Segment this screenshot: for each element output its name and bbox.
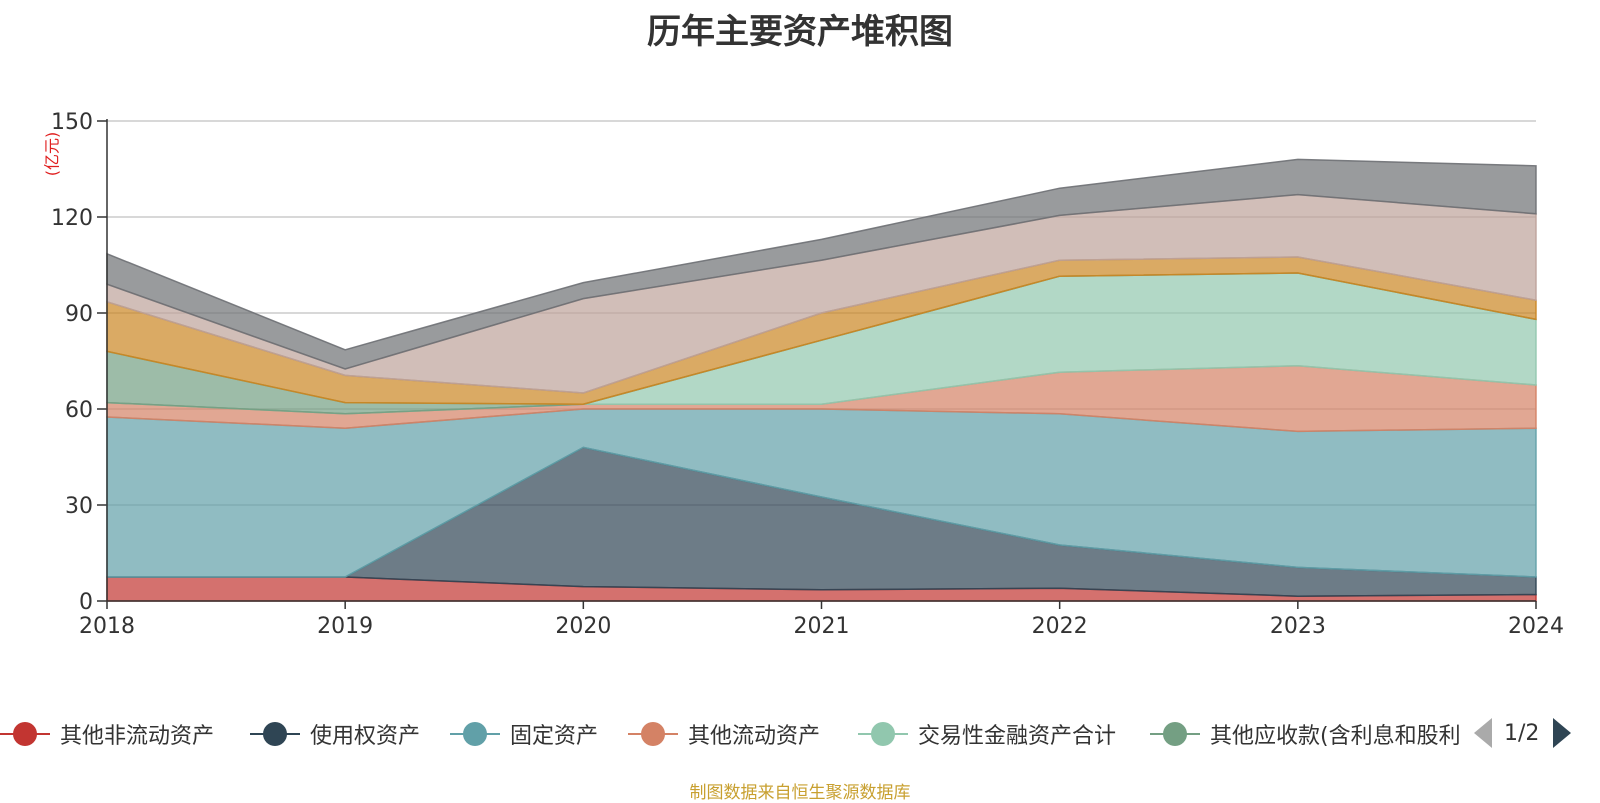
legend-circle-icon <box>628 716 678 752</box>
legend-circle-icon <box>858 716 908 752</box>
y-tick-label-150: 150 <box>51 110 93 135</box>
legend-item[interactable]: 交易性金融资产合计 <box>858 716 1116 752</box>
y-tick-label-0: 0 <box>79 590 93 615</box>
y-tick-label-90: 90 <box>65 302 93 327</box>
legend-item[interactable]: 其他非流动资产 <box>0 716 214 752</box>
legend-label: 交易性金融资产合计 <box>918 724 1117 749</box>
legend-next-arrow-icon[interactable] <box>1553 718 1572 748</box>
legend-item[interactable]: 固定资产 <box>450 716 598 752</box>
y-tick-label-120: 120 <box>51 206 93 231</box>
legend: 其他非流动资产 使用权资产 固定资产 其他流动资产 交易性金融资产合计 其他应收款(含利息… <box>0 716 1600 756</box>
legend-page-indicator: 1/2 <box>1504 720 1540 746</box>
y-axis-unit: (亿元) <box>42 131 62 177</box>
legend-circle-icon <box>450 716 500 752</box>
x-tick-label-2022: 2022 <box>1032 614 1088 639</box>
legend-label: 其他应收款(含利息和股利 <box>1210 724 1461 749</box>
x-tick-label-2021: 2021 <box>794 614 850 639</box>
x-tick-label-2019: 2019 <box>317 614 373 639</box>
y-tick-label-30: 30 <box>65 494 93 519</box>
y-tick-label-60: 60 <box>65 398 93 423</box>
legend-prev-arrow-icon[interactable] <box>1474 718 1492 748</box>
legend-pager: 1/2 <box>1474 718 1572 748</box>
legend-circle-icon <box>1150 716 1200 752</box>
legend-circle-icon <box>0 716 50 752</box>
legend-item[interactable]: 其他流动资产 <box>628 716 820 752</box>
x-tick-label-2018: 2018 <box>79 614 135 639</box>
legend-label: 其他流动资产 <box>688 724 821 749</box>
legend-circle-icon <box>250 716 300 752</box>
x-tick-label-2023: 2023 <box>1270 614 1326 639</box>
legend-item[interactable]: 其他应收款(含利息和股利 <box>1150 716 1461 752</box>
area-series-9 <box>106 158 1537 370</box>
x-tick-label-2024: 2024 <box>1508 614 1564 639</box>
legend-label: 其他非流动资产 <box>60 724 215 749</box>
legend-label: 使用权资产 <box>310 724 421 749</box>
data-source-footer: 制图数据来自恒生聚源数据库 <box>689 783 911 803</box>
x-tick-label-2020: 2020 <box>555 614 611 639</box>
legend-item[interactable]: 使用权资产 <box>250 716 420 752</box>
legend-label: 固定资产 <box>510 724 599 749</box>
chart-title: 历年主要资产堆积图 <box>647 12 953 52</box>
